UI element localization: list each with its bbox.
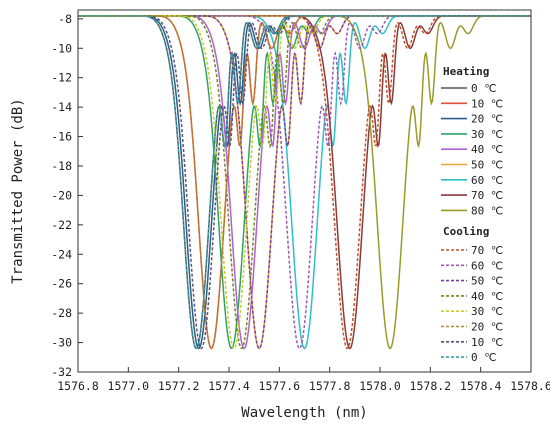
legend-cooling-label: 70 ℃: [471, 244, 503, 257]
x-tick-label: 1577.0: [108, 379, 150, 393]
x-tick-label: 1578.2: [410, 379, 452, 393]
legend-cooling-label: 40 ℃: [471, 290, 503, 303]
y-tick-label: -10: [51, 41, 72, 55]
legend: Heating 0 ℃ 10 ℃ 20 ℃ 30 ℃ 40 ℃ 50 ℃ 60 ℃ 70 ℃ 8…: [441, 65, 503, 364]
x-tick-label: 1577.6: [259, 379, 301, 393]
y-tick-label: -16: [51, 130, 72, 144]
legend-cooling-label: 20 ℃: [471, 321, 503, 334]
x-tick-label: 1577.2: [158, 379, 200, 393]
y-tick-label: -22: [51, 218, 72, 232]
y-axis-ticks: -8 -10 -12 -14 -16 -18 -20 -22 -24 -26 -28 -30 -32: [51, 12, 83, 379]
cooling-trace-7: [78, 15, 531, 350]
x-tick-label: 1578.6: [510, 379, 550, 393]
x-tick-label: 1577.4: [208, 379, 250, 393]
y-tick-label: -20: [51, 188, 72, 202]
cooling-trace-6: [78, 15, 531, 350]
x-tick-label: 1578.0: [359, 379, 401, 393]
legend-heating-label: 30 ℃: [471, 128, 503, 141]
legend-heating-label: 80 ℃: [471, 204, 503, 217]
plot-frame: [77, 9, 532, 373]
legend-cooling-label: 10 ℃: [471, 336, 503, 349]
y-tick-label: -8: [58, 12, 72, 26]
legend-heating-label: 70 ℃: [471, 189, 503, 202]
legend-heating-label: 50 ℃: [471, 159, 503, 172]
y-tick-label: -28: [51, 306, 72, 320]
x-tick-label: 1576.8: [57, 379, 99, 393]
legend-cooling-entries: 70 ℃ 60 ℃ 50 ℃ 40 ℃ 30 ℃ 20 ℃ 10 ℃ 0 ℃: [441, 244, 503, 364]
y-tick-label: -24: [51, 247, 72, 261]
legend-cooling-label: 50 ℃: [471, 275, 503, 288]
y-tick-label: -32: [51, 365, 72, 379]
y-axis-title: Transmitted Power (dB): [10, 98, 26, 283]
legend-heating-label: 20 ℃: [471, 113, 503, 126]
legend-heating-label: 10 ℃: [471, 97, 503, 110]
legend-heating-label: 60 ℃: [471, 174, 503, 187]
legend-cooling-label: 60 ℃: [471, 259, 503, 272]
legend-cooling-label: 30 ℃: [471, 305, 503, 318]
x-tick-label: 1577.8: [309, 379, 351, 393]
legend-cooling-label: 0 ℃: [471, 351, 497, 364]
y-tick-label: -30: [51, 336, 72, 350]
x-axis-ticks: 1576.8 1577.0 1577.2 1577.4 1577.6 1577.8 1578…: [57, 367, 550, 393]
legend-heating-label: 0 ℃: [471, 82, 497, 95]
y-tick-label: -18: [51, 159, 72, 173]
legend-heating-label: 40 ℃: [471, 143, 503, 156]
legend-heating-entries: 0 ℃ 10 ℃ 20 ℃ 30 ℃ 40 ℃ 50 ℃ 60 ℃ 70 ℃ 80 ℃: [441, 82, 503, 217]
cooling-trace-5: [78, 15, 531, 350]
y-tick-label: -26: [51, 277, 72, 291]
y-tick-label: -14: [51, 100, 72, 114]
x-axis-title: Wavelength (nm): [241, 405, 367, 421]
legend-heating-title: Heating: [443, 65, 489, 78]
y-tick-label: -12: [51, 71, 72, 85]
x-tick-label: 1578.4: [460, 379, 502, 393]
plot-traces: [78, 15, 531, 350]
legend-cooling-title: Cooling: [443, 225, 489, 238]
